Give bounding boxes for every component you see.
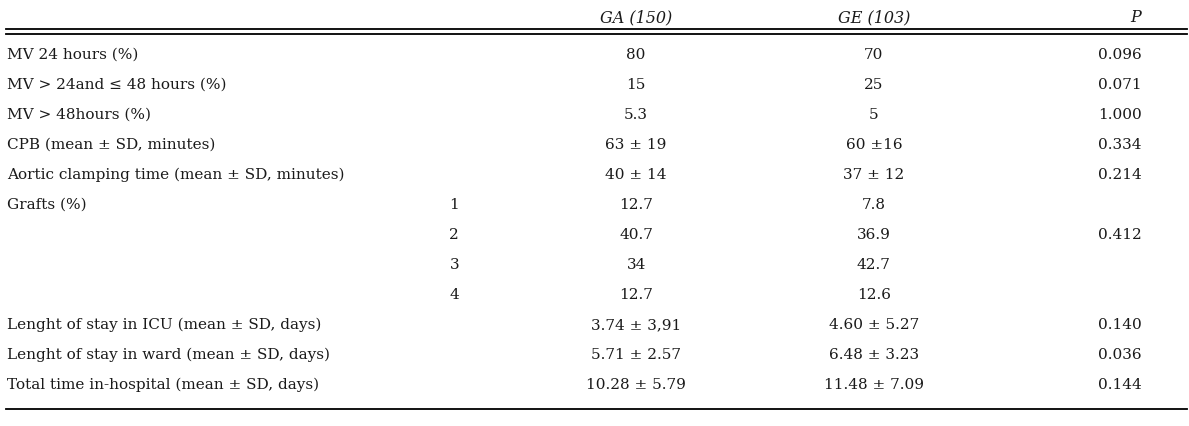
Text: 3.74 ± 3,91: 3.74 ± 3,91 — [591, 317, 681, 331]
Text: 0.144: 0.144 — [1097, 377, 1141, 391]
Text: 0.140: 0.140 — [1097, 317, 1141, 331]
Text: 36.9: 36.9 — [857, 227, 891, 242]
Text: 25: 25 — [864, 78, 883, 92]
Text: Lenght of stay in ward (mean ± SD, days): Lenght of stay in ward (mean ± SD, days) — [7, 347, 331, 361]
Text: GE (103): GE (103) — [838, 9, 910, 26]
Text: 63 ± 19: 63 ± 19 — [605, 138, 667, 152]
Text: 6.48 ± 3.23: 6.48 ± 3.23 — [829, 347, 919, 361]
Text: P: P — [1131, 9, 1141, 26]
Text: 70: 70 — [864, 48, 883, 62]
Text: 7.8: 7.8 — [862, 198, 886, 211]
Text: 34: 34 — [627, 257, 646, 271]
Text: 3: 3 — [449, 257, 459, 271]
Text: Total time in-hospital (mean ± SD, days): Total time in-hospital (mean ± SD, days) — [7, 377, 320, 391]
Text: 5.71 ± 2.57: 5.71 ± 2.57 — [591, 347, 681, 361]
Text: Aortic clamping time (mean ± SD, minutes): Aortic clamping time (mean ± SD, minutes… — [7, 167, 345, 182]
Text: 5: 5 — [869, 108, 879, 122]
Text: 1: 1 — [449, 198, 459, 211]
Text: 80: 80 — [627, 48, 646, 62]
Text: 40.7: 40.7 — [619, 227, 653, 242]
Text: 15: 15 — [627, 78, 646, 92]
Text: 37 ± 12: 37 ± 12 — [843, 167, 905, 181]
Text: 0.334: 0.334 — [1097, 138, 1141, 152]
Text: 12.7: 12.7 — [619, 198, 653, 211]
Text: 12.7: 12.7 — [619, 287, 653, 301]
Text: 0.036: 0.036 — [1097, 347, 1141, 361]
Text: 2: 2 — [449, 227, 459, 242]
Text: 60 ±16: 60 ±16 — [845, 138, 902, 152]
Text: 11.48 ± 7.09: 11.48 ± 7.09 — [824, 377, 924, 391]
Text: 4: 4 — [449, 287, 459, 301]
Text: 1.000: 1.000 — [1097, 108, 1141, 122]
Text: MV > 24and ≤ 48 hours (%): MV > 24and ≤ 48 hours (%) — [7, 78, 227, 92]
Text: 40 ± 14: 40 ± 14 — [605, 167, 667, 181]
Text: 4.60 ± 5.27: 4.60 ± 5.27 — [829, 317, 919, 331]
Text: 10.28 ± 5.79: 10.28 ± 5.79 — [586, 377, 686, 391]
Text: 5.3: 5.3 — [624, 108, 648, 122]
Text: 0.071: 0.071 — [1097, 78, 1141, 92]
Text: 12.6: 12.6 — [857, 287, 891, 301]
Text: MV > 48hours (%): MV > 48hours (%) — [7, 108, 151, 122]
Text: MV 24 hours (%): MV 24 hours (%) — [7, 48, 138, 62]
Text: Lenght of stay in ICU (mean ± SD, days): Lenght of stay in ICU (mean ± SD, days) — [7, 317, 321, 331]
Text: GA (150): GA (150) — [600, 9, 672, 26]
Text: 0.096: 0.096 — [1097, 48, 1141, 62]
Text: 42.7: 42.7 — [857, 257, 891, 271]
Text: CPB (mean ± SD, minutes): CPB (mean ± SD, minutes) — [7, 138, 215, 152]
Text: Grafts (%): Grafts (%) — [7, 198, 87, 211]
Text: 0.412: 0.412 — [1097, 227, 1141, 242]
Text: 0.214: 0.214 — [1097, 167, 1141, 181]
